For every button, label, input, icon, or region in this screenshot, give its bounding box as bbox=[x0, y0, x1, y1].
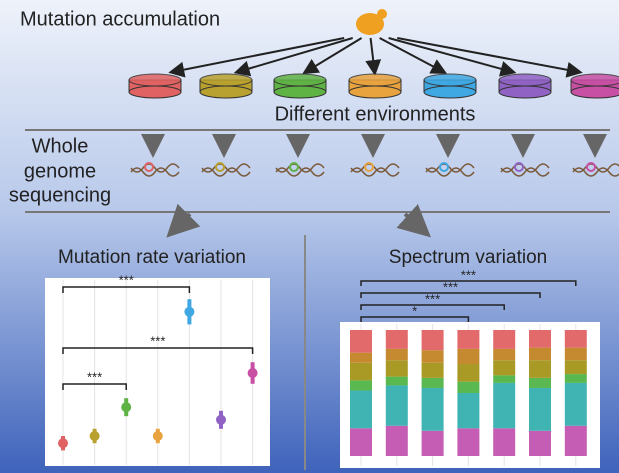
spectrum-segment bbox=[565, 348, 587, 361]
significance-label: *** bbox=[443, 279, 458, 294]
dish-lid bbox=[200, 74, 252, 86]
spectrum-segment bbox=[457, 428, 479, 456]
significance-label: *** bbox=[461, 267, 476, 282]
spectrum-segment bbox=[493, 375, 515, 383]
dish-lid bbox=[129, 74, 181, 86]
rate-point bbox=[184, 307, 194, 317]
spectrum-segment bbox=[457, 330, 479, 349]
spectrum-segment bbox=[529, 378, 551, 388]
spectrum-segment bbox=[422, 350, 444, 363]
spectrum-segment bbox=[493, 383, 515, 428]
dish bbox=[349, 86, 401, 98]
dish-lid bbox=[349, 74, 401, 86]
rate-point bbox=[58, 438, 68, 448]
panel-title: Mutation rate variation bbox=[58, 247, 246, 268]
spectrum-segment bbox=[457, 349, 479, 364]
spectrum-segment bbox=[422, 431, 444, 456]
spectrum-segment bbox=[350, 330, 372, 353]
spectrum-segment bbox=[386, 330, 408, 349]
spectrum-segment bbox=[422, 378, 444, 388]
spectrum-segment bbox=[386, 349, 408, 360]
spectrum-segment bbox=[457, 364, 479, 382]
dish-lid bbox=[274, 74, 326, 86]
dish-lid bbox=[571, 74, 619, 86]
step-label: Mutation accumulation bbox=[20, 8, 220, 30]
spectrum-segment bbox=[493, 330, 515, 349]
spectrum-segment bbox=[529, 330, 551, 348]
spectrum-segment bbox=[422, 330, 444, 350]
spectrum-segment bbox=[529, 360, 551, 378]
spectrum-segment bbox=[529, 388, 551, 431]
spectrum-segment bbox=[350, 390, 372, 428]
significance-label: *** bbox=[150, 333, 165, 348]
spectrum-segment bbox=[350, 353, 372, 363]
spectrum-segment bbox=[350, 428, 372, 456]
spectrum-segment bbox=[386, 385, 408, 425]
spectrum-segment bbox=[457, 393, 479, 428]
step-label: genome bbox=[24, 160, 96, 182]
spectrum-segment bbox=[565, 383, 587, 426]
dish-lid bbox=[424, 74, 476, 86]
spectrum-segment bbox=[565, 374, 587, 383]
rate-point bbox=[121, 402, 131, 412]
spectrum-segment bbox=[565, 360, 587, 374]
ancestor-bud bbox=[377, 9, 387, 19]
spectrum-segment bbox=[493, 349, 515, 360]
panel-title: Spectrum variation bbox=[389, 247, 547, 268]
dish bbox=[200, 86, 252, 98]
step-label: sequencing bbox=[9, 184, 111, 206]
spectrum-segment bbox=[565, 426, 587, 456]
dish-lid bbox=[499, 74, 551, 86]
spectrum-segment bbox=[350, 363, 372, 381]
spectrum-segment bbox=[422, 363, 444, 378]
significance-label: *** bbox=[425, 291, 440, 306]
spectrum-segment bbox=[386, 426, 408, 456]
spectrum-segment bbox=[350, 380, 372, 390]
spectrum-segment bbox=[493, 360, 515, 375]
significance-label: *** bbox=[119, 272, 134, 287]
spectrum-segment bbox=[386, 377, 408, 386]
dish bbox=[129, 86, 181, 98]
significance-label: * bbox=[412, 303, 417, 318]
rate-point bbox=[248, 368, 258, 378]
step-label: Whole bbox=[32, 135, 89, 157]
spectrum-segment bbox=[457, 382, 479, 393]
dish bbox=[424, 86, 476, 98]
spectrum-segment bbox=[529, 431, 551, 456]
rate-point bbox=[216, 415, 226, 425]
dish bbox=[499, 86, 551, 98]
spectrum-segment bbox=[493, 428, 515, 456]
spectrum-segment bbox=[386, 360, 408, 376]
dish bbox=[571, 86, 619, 98]
dish bbox=[274, 86, 326, 98]
spectrum-segment bbox=[529, 348, 551, 361]
step-label: Different environments bbox=[275, 103, 476, 125]
spectrum-segment bbox=[565, 330, 587, 348]
rate-point bbox=[90, 431, 100, 441]
spectrum-segment bbox=[422, 388, 444, 431]
rate-point bbox=[153, 431, 163, 441]
significance-label: *** bbox=[87, 369, 102, 384]
graphical-abstract: Mutation accumulation Different environm… bbox=[0, 0, 619, 473]
